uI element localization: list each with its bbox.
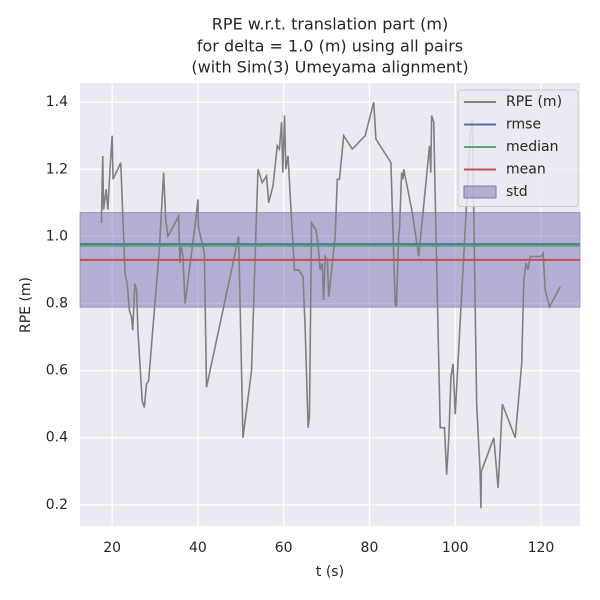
x-tick-label: 120 — [528, 540, 555, 556]
y-tick-label: 1.0 — [46, 228, 68, 244]
y-tick-label: 0.8 — [46, 295, 68, 311]
y-tick-label: 0.4 — [46, 430, 68, 446]
legend-label: mean — [506, 162, 546, 178]
y-axis-label: RPE (m) — [18, 277, 34, 333]
rpe-line — [100, 101, 561, 509]
x-axis-label: t (s) — [316, 564, 344, 580]
y-tick-label: 0.6 — [46, 363, 68, 379]
x-tick-label: 80 — [361, 540, 379, 556]
x-tick-label: 100 — [442, 540, 469, 556]
x-tick-label: 20 — [103, 540, 121, 556]
chart-title: for delta = 1.0 (m) using all pairs — [197, 37, 463, 56]
legend-label: rmse — [506, 117, 541, 133]
y-tick-label: 1.4 — [46, 94, 68, 110]
legend-label: RPE (m) — [506, 94, 562, 110]
legend-swatch — [463, 185, 497, 199]
chart-title: (with Sim(3) Umeyama alignment) — [191, 58, 468, 77]
y-tick-label: 0.2 — [46, 497, 68, 513]
legend-box — [457, 89, 579, 207]
legend-label: std — [506, 184, 528, 200]
y-tick-label: 1.2 — [46, 161, 68, 177]
x-tick-label: 60 — [275, 540, 293, 556]
x-tick-label: 40 — [189, 540, 207, 556]
legend-label: median — [506, 139, 558, 155]
chart-title: RPE w.r.t. translation part (m) — [212, 15, 448, 34]
